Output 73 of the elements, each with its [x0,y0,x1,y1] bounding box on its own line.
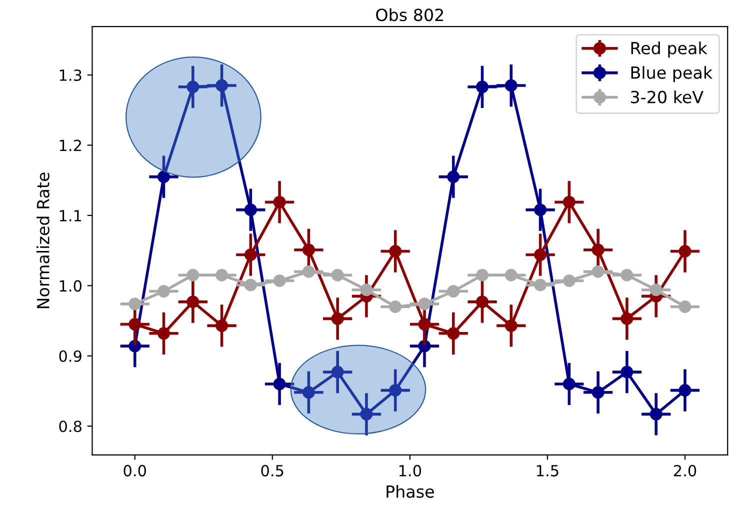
point [186,296,200,308]
point [534,248,547,262]
y-tick-label: 1.1 [60,210,82,222]
point [418,298,431,310]
point [650,408,662,420]
point [678,245,692,258]
point [157,327,170,340]
point [678,300,692,313]
y-tick-label: 1.0 [60,280,82,292]
point [504,79,518,92]
point [620,312,634,325]
point [592,386,604,399]
point [186,268,200,282]
point [447,285,460,298]
point [302,386,315,399]
point [504,319,518,332]
point [447,327,460,340]
point [273,274,286,287]
point [592,265,604,278]
point [157,170,170,184]
point [562,196,576,208]
point [216,79,228,92]
point [273,196,286,208]
point [418,318,431,331]
point [331,366,344,378]
point [592,244,604,256]
legend-label: Red peak [631,42,708,58]
point [128,298,142,310]
point [562,274,576,287]
point [302,244,315,256]
point [244,204,257,216]
point [389,384,402,397]
point [302,265,315,278]
x-tick-label: 1.0 [399,464,422,476]
point [620,366,634,378]
y-tick-label: 1.2 [60,140,81,152]
point [476,296,489,308]
point [534,204,547,216]
point [562,378,576,390]
point [331,312,344,325]
point [476,268,489,282]
x-tick-label: 1.5 [536,465,558,476]
point [331,268,344,282]
chart-title: Obs 802 [376,8,443,22]
point [186,80,200,94]
x-tick-label: 0.0 [124,464,146,476]
x-axis-title: Phase [386,484,434,498]
point [447,170,460,184]
y-tick-label: 0.9 [59,350,82,362]
point [476,80,489,94]
y-tick-label: 0.8 [59,420,82,432]
x-tick-label: 0.5 [261,464,284,476]
point [678,384,692,397]
y-tick-label: 1.3 [60,69,82,81]
point [389,300,402,313]
y-axis-title: Normalized Rate [36,172,50,308]
point [216,319,228,332]
point [650,284,662,296]
x-tick-label: 2.0 [674,464,696,476]
point [620,268,634,282]
point [273,378,286,390]
point [389,245,402,258]
point [504,268,518,282]
point [128,318,142,331]
point [360,284,373,296]
legend-label: Blue peak [631,66,713,82]
point [360,408,373,420]
point [157,285,170,298]
point [244,248,257,262]
point [244,278,257,292]
legend-label: 3-20 keV [631,90,704,104]
point [534,278,547,292]
point [216,268,228,282]
